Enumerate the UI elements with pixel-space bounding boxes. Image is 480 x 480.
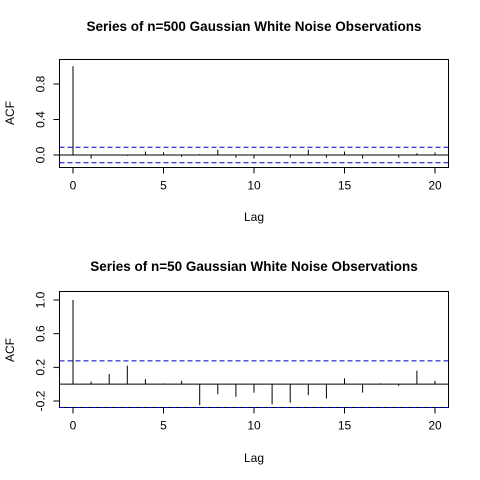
y-axis-label: ACF (3, 338, 17, 362)
x-tick-label: 10 (247, 419, 261, 433)
y-tick-label: 1.0 (34, 291, 48, 308)
x-tick-label: 5 (160, 179, 167, 193)
x-axis-label: Lag (244, 210, 264, 224)
y-tick-label: 0.6 (34, 325, 48, 342)
acf-chart-n50: Series of n=50 Gaussian White Noise Obse… (3, 259, 449, 465)
x-tick-label: 5 (160, 419, 167, 433)
y-tick-label: 0.2 (34, 359, 48, 376)
x-tick-label: 0 (70, 179, 77, 193)
plot-area: 0 5 10 15 20 0.0 0.4 0.8 (34, 66, 449, 193)
chart-title: Series of n=500 Gaussian White Noise Obs… (87, 19, 422, 34)
x-axis-label: Lag (244, 451, 264, 465)
x-tick-label: 20 (428, 419, 442, 433)
y-tick-label: 0.4 (34, 111, 48, 128)
acf-chart-n500: Series of n=500 Gaussian White Noise Obs… (3, 19, 449, 224)
x-tick-label: 0 (70, 419, 77, 433)
plot-area: 0 5 10 15 20 -0.2 0.2 0.6 1.0 (34, 291, 449, 433)
y-tick-label: -0.2 (34, 390, 48, 411)
x-tick-label: 15 (338, 419, 352, 433)
x-tick-label: 20 (428, 179, 442, 193)
chart-title: Series of n=50 Gaussian White Noise Obse… (90, 259, 418, 274)
x-tick-label: 15 (338, 179, 352, 193)
y-tick-label: 0.8 (34, 75, 48, 92)
x-tick-label: 10 (247, 179, 261, 193)
y-axis-label: ACF (3, 101, 17, 125)
y-tick-label: 0.0 (34, 146, 48, 163)
